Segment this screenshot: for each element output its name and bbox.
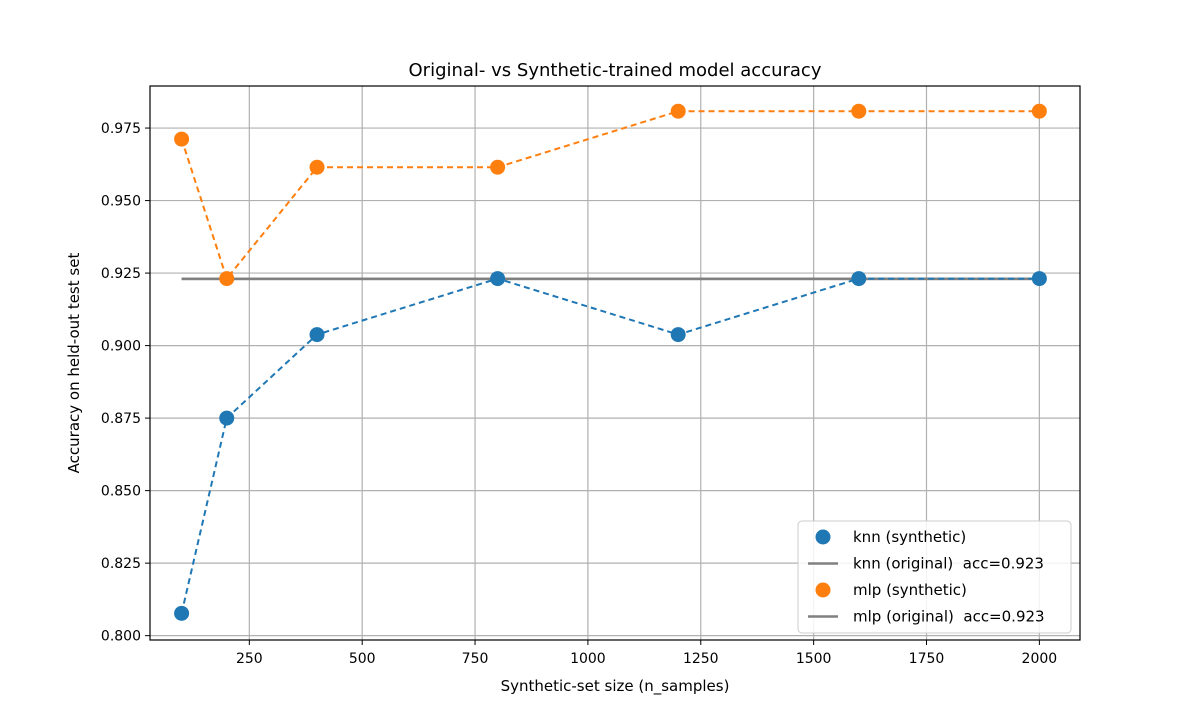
series-line: [180, 110, 1040, 281]
y-axis-label: Accuracy on held-out test set: [65, 253, 83, 474]
x-tick-label: 2000: [1022, 651, 1058, 667]
data-point: [851, 271, 867, 287]
x-tick-label: 1500: [796, 651, 832, 667]
data-point: [219, 410, 235, 426]
data-point: [851, 103, 867, 119]
x-tick-label: 500: [349, 651, 376, 667]
series-layer: [174, 103, 1047, 621]
y-tick-label: 0.875: [101, 411, 141, 427]
legend: knn (synthetic) knn (original) acc=0.923 m…: [797, 520, 1072, 634]
legend-marker: [815, 582, 831, 598]
y-tick-label: 0.950: [101, 194, 141, 210]
y-tick-label: 0.800: [101, 629, 141, 645]
data-point: [670, 103, 686, 119]
y-tick-label: 0.900: [101, 339, 141, 355]
data-point: [219, 271, 235, 287]
legend-label: knn (synthetic): [853, 528, 966, 546]
legend-label: mlp (synthetic): [853, 581, 967, 599]
axes: 250 500 750 1000 1250 1500 1750 2000 0.800 0.825 0…: [101, 85, 1081, 667]
data-point: [174, 605, 190, 621]
y-tick-label: 0.825: [101, 556, 141, 572]
data-point: [670, 327, 686, 343]
data-point: [490, 159, 506, 175]
x-tick-label: 750: [462, 651, 489, 667]
x-tick-label: 250: [236, 651, 263, 667]
data-point: [309, 159, 325, 175]
chart-title: Original- vs Synthetic-trained model acc…: [409, 60, 822, 81]
x-tick-label: 1250: [683, 651, 719, 667]
legend-label: mlp (original) acc=0.923: [853, 608, 1045, 626]
data-point: [309, 327, 325, 343]
data-point: [1031, 103, 1047, 119]
y-tick-label: 0.925: [101, 266, 141, 282]
data-point: [174, 131, 190, 147]
plot-frame: [149, 85, 1081, 641]
data-point: [490, 271, 506, 287]
y-tick-label: 0.975: [101, 121, 141, 137]
legend-label: knn (original) acc=0.923: [853, 555, 1044, 573]
legend-marker: [815, 529, 831, 545]
legend-box: [797, 520, 1072, 634]
y-tick-label: 0.850: [101, 484, 141, 500]
data-point: [1031, 271, 1047, 287]
x-tick-label: 1750: [909, 651, 945, 667]
x-tick-label: 1000: [570, 651, 606, 667]
x-axis-label: Synthetic-set size (n_samples): [501, 677, 730, 696]
